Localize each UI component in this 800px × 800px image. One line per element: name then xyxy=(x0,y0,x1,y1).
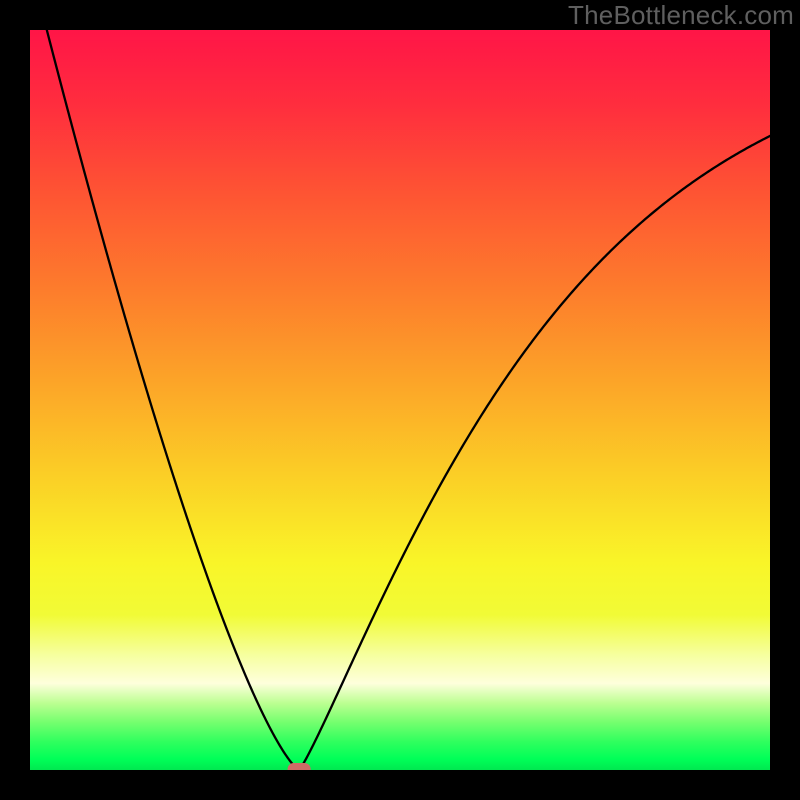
plot-svg xyxy=(30,30,770,770)
chart-canvas: TheBottleneck.com xyxy=(0,0,800,800)
gradient-background xyxy=(30,30,770,770)
watermark-text: TheBottleneck.com xyxy=(0,0,800,31)
vertex-marker xyxy=(288,763,311,770)
plot-area xyxy=(30,30,770,770)
